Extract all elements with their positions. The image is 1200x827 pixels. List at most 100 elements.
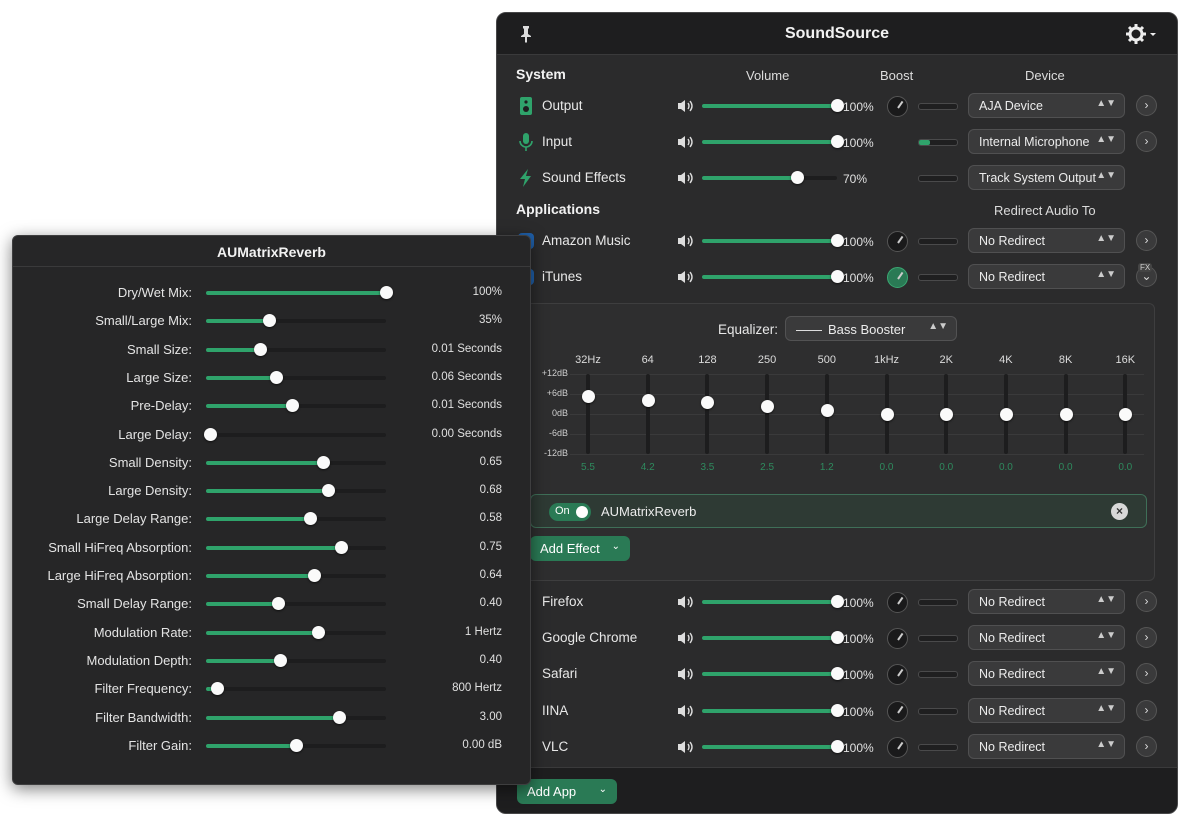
effect-toggle[interactable]: On	[549, 503, 591, 521]
redirect-select[interactable]: No Redirect ▲▼	[968, 589, 1125, 614]
boost-knob[interactable]	[887, 267, 908, 288]
volume-slider[interactable]	[702, 703, 844, 718]
volume-slider[interactable]	[702, 667, 844, 681]
slider-thumb[interactable]	[308, 569, 321, 582]
slider-thumb[interactable]	[831, 135, 844, 148]
volume-speaker-icon[interactable]	[677, 135, 695, 149]
pin-icon[interactable]	[519, 25, 533, 43]
eq-band-thumb[interactable]	[1059, 408, 1073, 421]
slider-thumb[interactable]	[317, 455, 330, 469]
eq-band-slider[interactable]	[705, 374, 710, 454]
chevron-right-icon[interactable]: ›	[1136, 627, 1157, 649]
eq-band-slider[interactable]	[645, 374, 650, 454]
volume-slider[interactable]	[702, 595, 844, 609]
slider-thumb[interactable]	[831, 631, 844, 645]
eq-band-thumb[interactable]	[701, 396, 715, 410]
volume-speaker-icon[interactable]	[677, 595, 695, 609]
parameter-slider[interactable]	[206, 710, 386, 725]
slider-thumb[interactable]	[203, 427, 217, 441]
parameter-slider[interactable]	[206, 597, 386, 611]
slider-thumb[interactable]	[273, 653, 287, 667]
parameter-slider[interactable]	[206, 653, 386, 668]
slider-thumb[interactable]	[290, 738, 303, 752]
eq-band-thumb[interactable]	[880, 408, 894, 421]
boost-knob[interactable]	[887, 231, 908, 252]
volume-slider[interactable]	[702, 99, 844, 113]
volume-speaker-icon[interactable]	[677, 704, 695, 718]
boost-knob[interactable]	[887, 700, 908, 722]
eq-band-thumb[interactable]	[761, 399, 775, 413]
slider-thumb[interactable]	[831, 595, 844, 608]
parameter-slider[interactable]	[206, 399, 386, 413]
slider-thumb[interactable]	[270, 370, 284, 384]
chevron-right-icon[interactable]: ›	[1136, 663, 1157, 685]
slider-thumb[interactable]	[322, 484, 336, 498]
device-select[interactable]: AJA Device ▲▼	[968, 93, 1125, 118]
slider-thumb[interactable]	[831, 270, 844, 283]
parameter-slider[interactable]	[206, 286, 393, 300]
slider-thumb[interactable]	[311, 625, 325, 639]
parameter-slider[interactable]	[206, 512, 386, 526]
parameter-slider[interactable]	[206, 682, 386, 696]
boost-knob[interactable]	[887, 628, 908, 650]
volume-speaker-icon[interactable]	[677, 740, 695, 754]
volume-speaker-icon[interactable]	[677, 171, 695, 185]
volume-slider[interactable]	[702, 270, 844, 284]
slider-thumb[interactable]	[333, 710, 347, 724]
parameter-slider[interactable]	[206, 314, 386, 328]
chevron-right-icon[interactable]: ›	[1136, 735, 1157, 757]
parameter-slider[interactable]	[206, 569, 386, 583]
eq-band-slider[interactable]	[765, 374, 770, 454]
chevron-right-icon[interactable]: ›	[1136, 95, 1157, 116]
boost-knob[interactable]	[887, 736, 908, 758]
eq-band-thumb[interactable]	[582, 389, 595, 403]
eq-band-slider[interactable]	[586, 374, 590, 454]
eq-band-thumb[interactable]	[999, 408, 1013, 421]
slider-thumb[interactable]	[335, 540, 348, 554]
parameter-slider[interactable]	[206, 540, 386, 555]
slider-thumb[interactable]	[831, 703, 844, 717]
volume-speaker-icon[interactable]	[677, 270, 695, 284]
parameter-slider[interactable]	[203, 427, 386, 442]
eq-band-thumb[interactable]	[820, 404, 834, 417]
slider-thumb[interactable]	[210, 682, 224, 696]
slider-thumb[interactable]	[831, 667, 844, 681]
volume-slider[interactable]	[702, 135, 844, 149]
boost-knob[interactable]	[887, 592, 908, 613]
slider-thumb[interactable]	[263, 314, 276, 328]
boost-knob[interactable]	[887, 664, 908, 686]
chevron-right-icon[interactable]: ›	[1136, 230, 1157, 251]
gear-icon[interactable]	[1125, 22, 1157, 46]
parameter-slider[interactable]	[206, 455, 386, 470]
slider-thumb[interactable]	[831, 234, 844, 247]
slider-thumb[interactable]	[286, 399, 300, 413]
redirect-select[interactable]: No Redirect ▲▼	[968, 264, 1125, 289]
parameter-slider[interactable]	[206, 370, 386, 385]
volume-speaker-icon[interactable]	[677, 631, 695, 645]
redirect-select[interactable]: No Redirect ▲▼	[968, 625, 1125, 651]
redirect-select[interactable]: No Redirect ▲▼	[968, 228, 1125, 253]
volume-slider[interactable]	[702, 739, 844, 754]
slider-thumb[interactable]	[304, 512, 318, 526]
slider-thumb[interactable]	[831, 739, 844, 753]
device-select[interactable]: Internal Microphone ▲▼	[968, 129, 1125, 154]
eq-band-thumb[interactable]	[641, 394, 655, 407]
device-select[interactable]: Track System Output ▲▼	[968, 165, 1125, 190]
parameter-slider[interactable]	[206, 484, 386, 498]
remove-effect-icon[interactable]: ×	[1111, 503, 1128, 520]
volume-speaker-icon[interactable]	[677, 234, 695, 248]
effect-name[interactable]: AUMatrixReverb	[601, 504, 697, 519]
eq-band-thumb[interactable]	[940, 408, 954, 421]
slider-thumb[interactable]	[831, 99, 844, 112]
redirect-select[interactable]: No Redirect ▲▼	[968, 733, 1125, 759]
slider-thumb[interactable]	[272, 597, 285, 611]
chevron-right-icon[interactable]: ›	[1136, 591, 1157, 612]
redirect-select[interactable]: No Redirect ▲▼	[968, 661, 1125, 687]
parameter-slider[interactable]	[206, 625, 386, 640]
slider-thumb[interactable]	[790, 171, 804, 184]
volume-slider[interactable]	[702, 171, 837, 185]
chevron-right-icon[interactable]: ›	[1136, 699, 1157, 721]
add-effect-button[interactable]: Add Effect ⌄	[530, 536, 630, 561]
add-app-button[interactable]: Add App ⌄	[517, 779, 617, 804]
slider-thumb[interactable]	[380, 286, 393, 299]
